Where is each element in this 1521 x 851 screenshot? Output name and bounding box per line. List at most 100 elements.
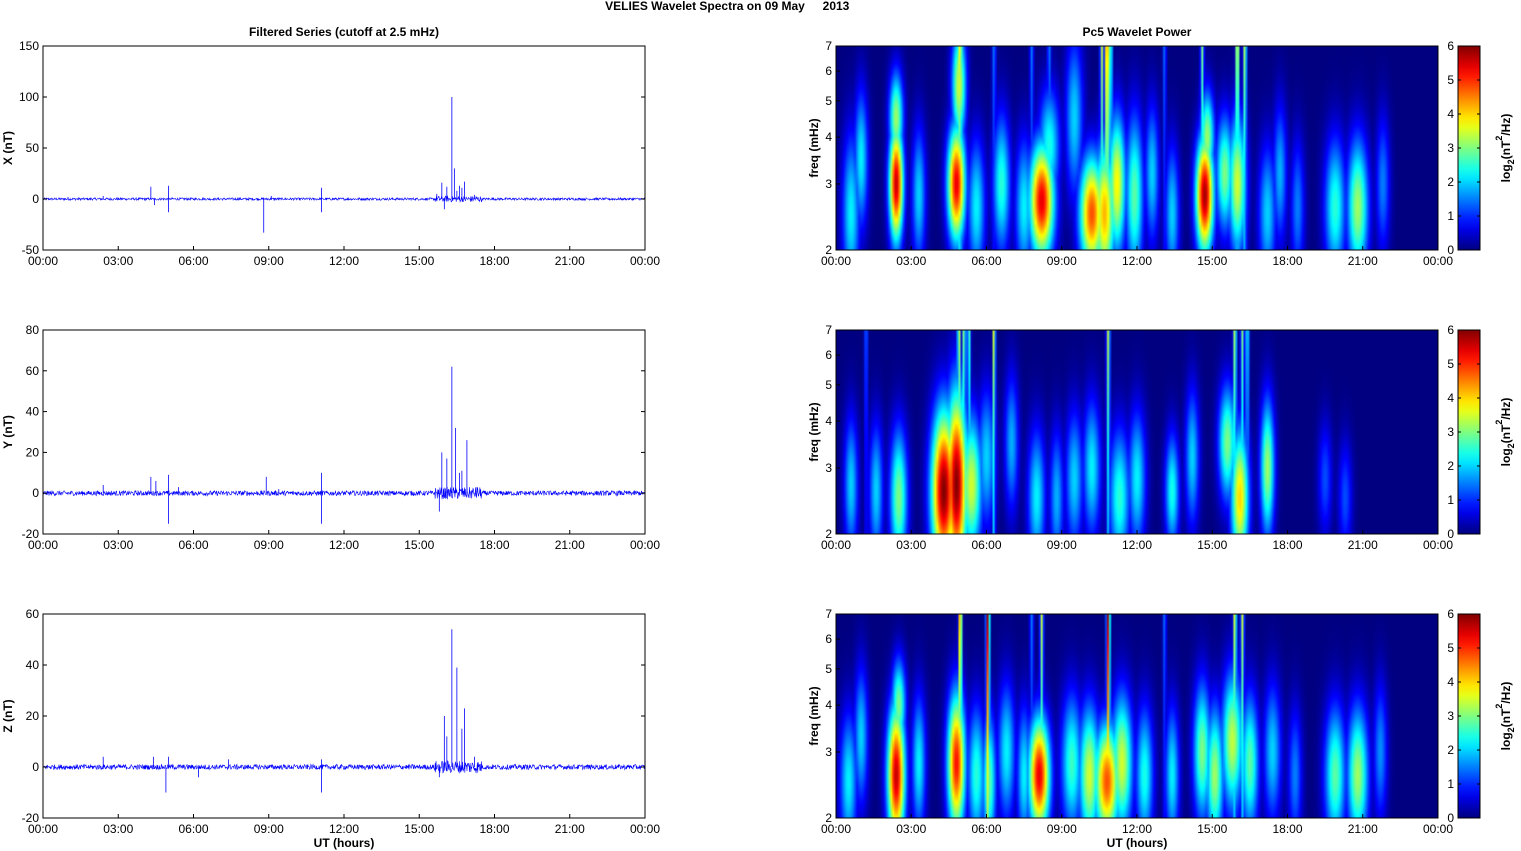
colorbar-tick-label: 2 [1447,459,1454,473]
x-tick-label: 15:00 [404,538,434,552]
colorbar-tick-label: 4 [1447,107,1454,121]
x-axis-label-left: UT (hours) [314,836,375,850]
colorbar-label-part: log [1499,448,1513,466]
x-tick-label: 00:00 [28,254,58,268]
y-axis-label: X (nT) [1,131,15,165]
colorbar-label-part: /Hz) [1499,398,1513,420]
y-tick-label: 60 [26,607,40,621]
y-tick-label: 5 [825,378,832,392]
colorbar-tick-label: 4 [1447,391,1454,405]
colorbar-label-part: (nT [1499,708,1513,727]
y-tick-label: 7 [825,323,832,337]
y-tick-label: 100 [19,90,39,104]
x-tick-label: 03:00 [896,538,926,552]
y-tick-label: 5 [825,94,832,108]
plot-area [43,46,645,250]
y-tick-label: 60 [26,364,40,378]
x-tick-label: 21:00 [555,822,585,836]
x-tick-label: 06:00 [178,538,208,552]
colorbar-tick-label: 3 [1447,709,1454,723]
x-tick-label: 21:00 [1348,538,1378,552]
colorbar-label: log2(nT2/Hz) [1494,114,1516,183]
figure-title-left: VELIES Wavelet Spectra on 09 May [605,0,805,13]
x-tick-label: 09:00 [254,538,284,552]
y-tick-label: 4 [825,698,832,712]
x-tick-label: 21:00 [555,254,585,268]
colorbar-label: log2(nT2/Hz) [1494,398,1516,467]
colorbar-label-part: (nT [1499,140,1513,159]
y-axis-label: Y (nT) [1,415,15,449]
y-tick-label: -50 [22,243,40,257]
colorbar-label-part: 2 [1506,727,1516,732]
x-tick-label: 09:00 [1047,538,1077,552]
colorbar-label-part: (nT [1499,424,1513,443]
y-tick-label: 80 [26,323,40,337]
x-tick-label: 21:00 [1348,822,1378,836]
x-tick-label: 00:00 [28,538,58,552]
colorbar-label-part: 2 [1506,159,1516,164]
colorbar-tick-label: 6 [1447,323,1454,337]
y-tick-label: 3 [825,745,832,759]
x-tick-label: 12:00 [329,254,359,268]
x-tick-label: 09:00 [254,254,284,268]
y-tick-label: 20 [26,445,40,459]
colorbar-tick-label: 6 [1447,39,1454,53]
x-tick-label: 21:00 [555,538,585,552]
x-tick-label: 00:00 [1423,538,1453,552]
x-tick-label: 06:00 [971,822,1001,836]
y-tick-label: 6 [825,632,832,646]
y-tick-label: 7 [825,607,832,621]
colorbar-tick-label: 5 [1447,641,1454,655]
x-tick-label: 18:00 [479,254,509,268]
colorbar-label-part: 2 [1494,136,1504,141]
x-tick-label: 03:00 [103,538,133,552]
y-tick-label: 20 [26,709,40,723]
y-axis-label: freq (mHz) [807,402,821,461]
y-tick-label: 3 [825,177,832,191]
y-tick-label: 40 [26,658,40,672]
y-tick-label: 0 [32,192,39,206]
x-tick-label: 00:00 [630,254,660,268]
x-tick-label: 00:00 [821,822,851,836]
colorbar-scale [1457,45,1481,251]
y-tick-label: 7 [825,39,832,53]
colorbar-tick-label: 1 [1447,209,1454,223]
x-tick-label: 00:00 [630,538,660,552]
x-tick-label: 12:00 [1122,822,1152,836]
x-axis-label-right: UT (hours) [1107,836,1168,850]
y-axis-label: Z (nT) [1,699,15,732]
wavelet-power-image [836,46,1438,250]
colorbar-tick-label: 5 [1447,357,1454,371]
y-tick-label: 6 [825,348,832,362]
x-tick-label: 18:00 [1272,822,1302,836]
colorbar-tick-label: 0 [1447,811,1454,825]
wavelet-power-image [836,330,1438,534]
x-tick-label: 12:00 [329,538,359,552]
y-tick-label: 4 [825,130,832,144]
x-tick-label: 12:00 [1122,254,1152,268]
colorbar-tick-label: 6 [1447,607,1454,621]
x-tick-label: 06:00 [178,822,208,836]
plot-area [43,330,645,534]
x-tick-label: 03:00 [896,254,926,268]
colorbar-label-part: /Hz) [1499,682,1513,704]
colorbar-tick-label: 4 [1447,675,1454,689]
y-axis-label: freq (mHz) [807,118,821,177]
heatmap-panel-wx: 2 3 4 5 6 7 00:00 03:00 06:00 09:00 12:00 15:00 18:0… [807,39,1516,268]
figure-title-right: 2013 [823,0,850,13]
y-tick-label: -20 [22,527,40,541]
y-tick-label: 6 [825,64,832,78]
x-tick-label: 15:00 [404,254,434,268]
y-tick-label: 50 [26,141,40,155]
heatmap-panel-wz: 2 3 4 5 6 7 00:00 03:00 06:00 09:00 12:00 15:00 18:0… [807,607,1516,836]
x-tick-label: 00:00 [821,254,851,268]
y-tick-label: 0 [32,486,39,500]
y-tick-label: -20 [22,811,40,825]
x-tick-label: 18:00 [1272,254,1302,268]
x-tick-label: 00:00 [1423,254,1453,268]
x-tick-label: 15:00 [1197,254,1227,268]
x-tick-label: 15:00 [1197,822,1227,836]
left-column-title: Filtered Series (cutoff at 2.5 mHz) [249,25,439,39]
